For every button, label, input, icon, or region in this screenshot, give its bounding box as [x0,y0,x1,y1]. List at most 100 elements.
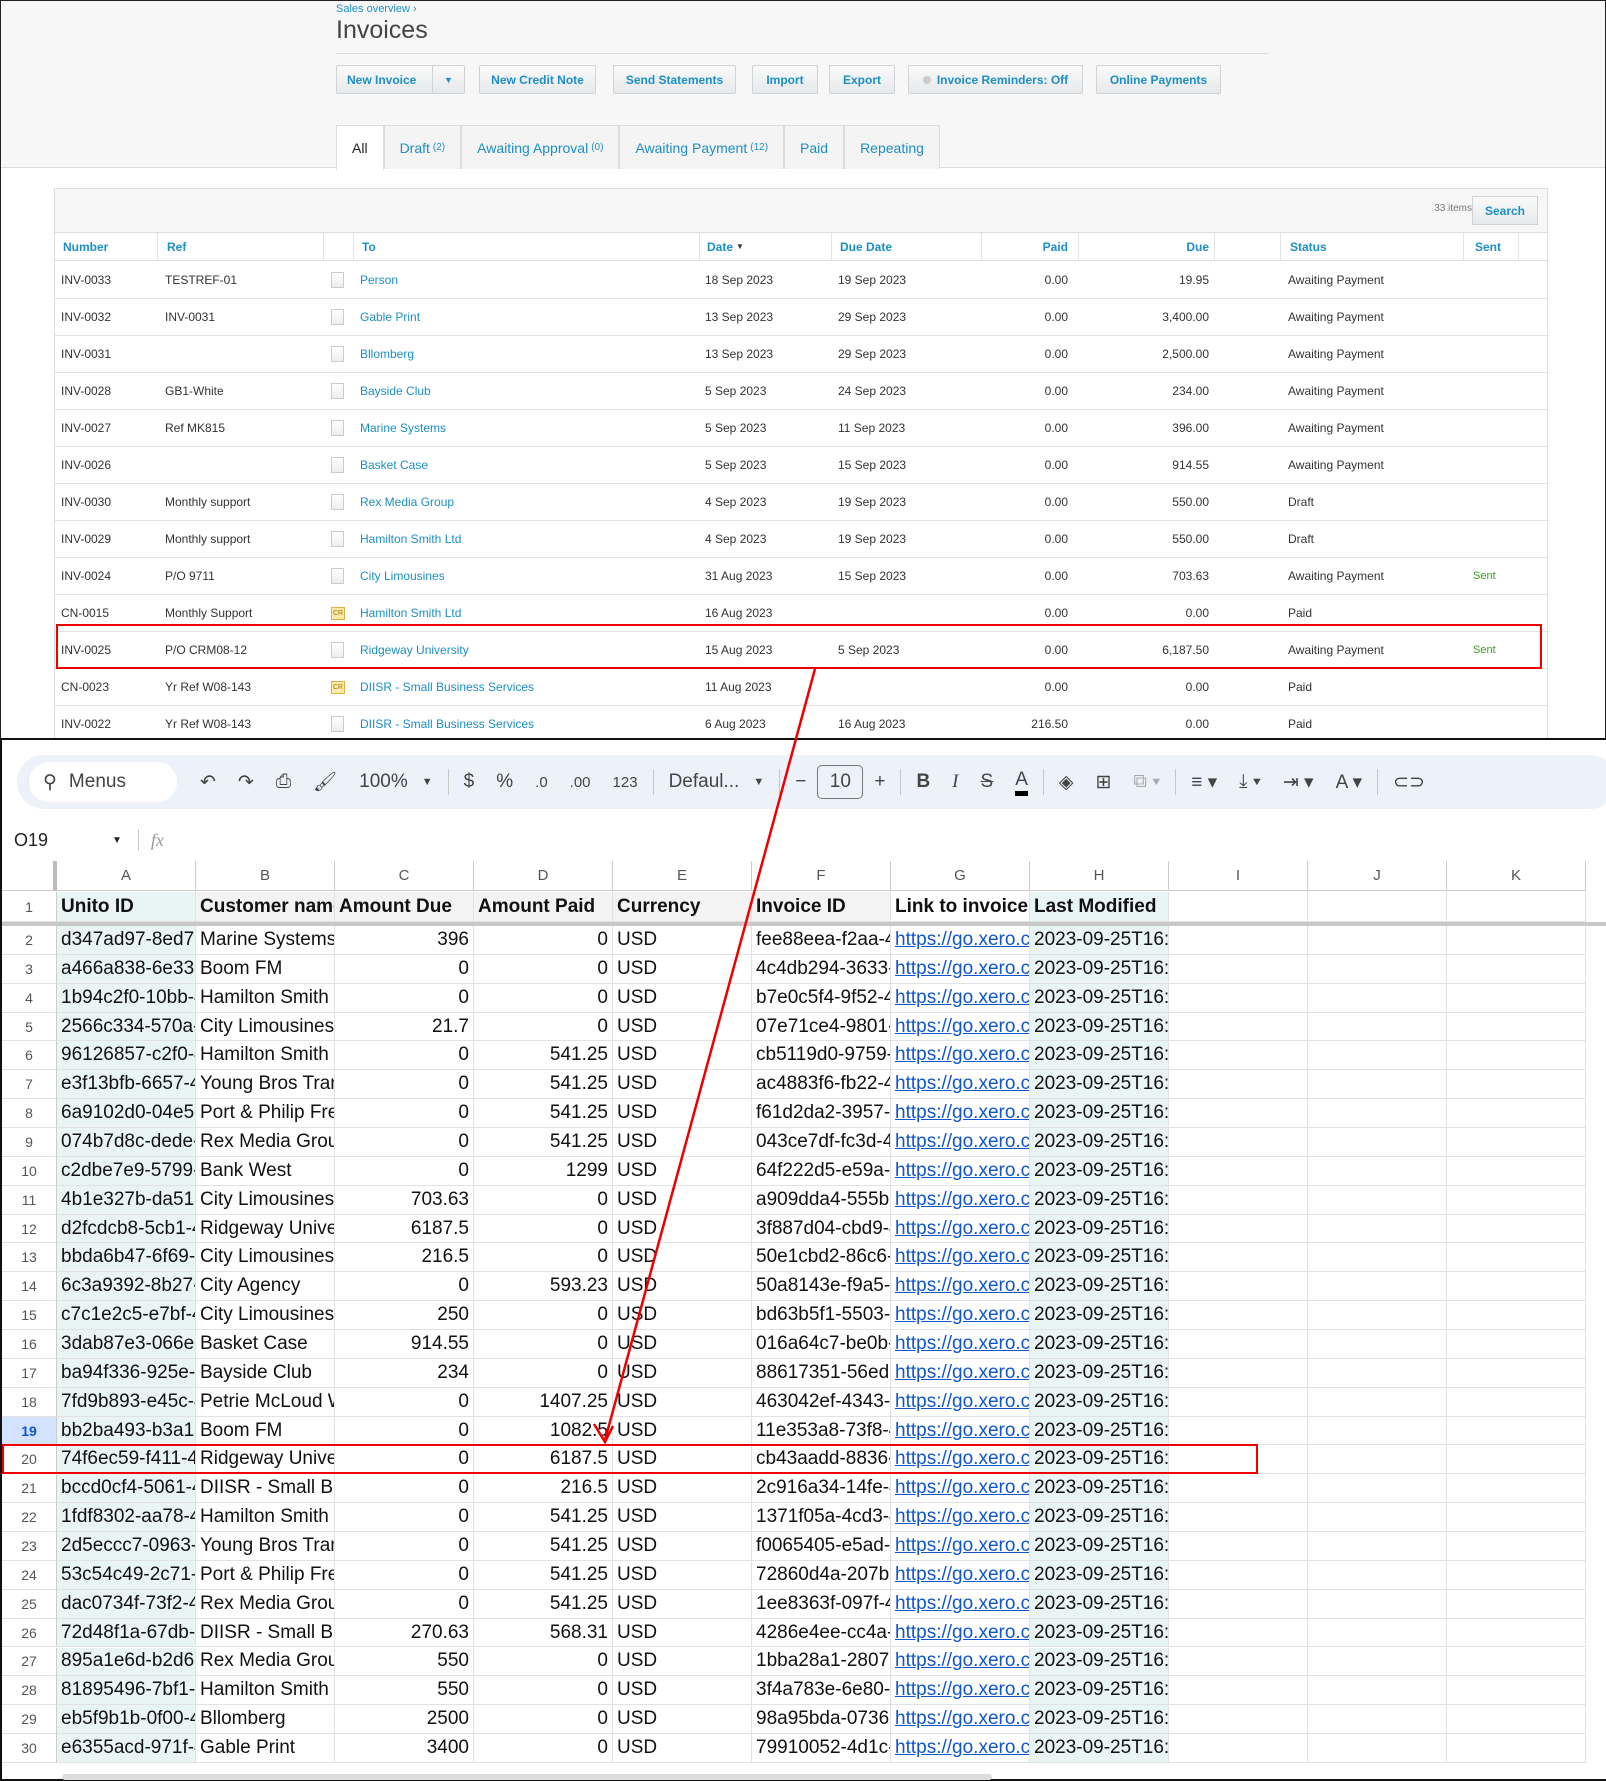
cell[interactable]: 2023-09-25T16:27:47.489Z [1030,1243,1169,1273]
empty-cell[interactable] [1308,1560,1447,1590]
row-header[interactable]: 22 [2,1503,57,1533]
cell[interactable]: Port & Philip Fre [196,1099,335,1129]
align-icon[interactable]: ≡ ▾ [1191,771,1218,793]
col-paid[interactable]: Paid [1042,239,1068,254]
cell[interactable]: 3f887d04-cbd9-4 [752,1214,891,1244]
cell-to[interactable]: Ridgeway University [360,643,469,657]
tab-paid[interactable]: Paid [784,125,845,169]
cell[interactable]: bbda6b47-6f69-4 [57,1243,196,1273]
tab-awaiting-payment[interactable]: Awaiting Payment (12) [619,125,785,169]
empty-cell[interactable] [1447,1387,1586,1417]
table-row[interactable]: INV-0031 Bllomberg 13 Sep 2023 29 Sep 2023 0… [55,336,1549,373]
empty-cell[interactable] [1308,1041,1447,1071]
select-all-corner[interactable] [2,861,57,891]
cell[interactable]: 96126857-c2f0-4 [57,1041,196,1071]
italic-icon[interactable]: I [952,771,959,792]
empty-cell[interactable] [1447,1734,1586,1763]
percent-format-button[interactable]: % [496,771,514,792]
empty-cell[interactable] [1447,1128,1586,1157]
empty-cell[interactable] [1447,1589,1586,1619]
cell[interactable]: Basket Case [196,1330,335,1359]
cell[interactable]: USD [613,1387,752,1417]
empty-cell[interactable] [1169,1358,1308,1388]
cell[interactable]: 0 [474,983,613,1013]
empty-cell[interactable] [1308,1589,1447,1619]
cell[interactable]: USD [613,1128,752,1157]
cell[interactable]: 895a1e6d-b2d6- [57,1647,196,1677]
header-cell[interactable]: Amount Due [335,892,474,922]
empty-cell[interactable] [1308,1156,1447,1186]
empty-cell[interactable] [1308,954,1447,984]
cell-to[interactable]: Rex Media Group [360,495,455,509]
cell[interactable]: USD [613,926,752,955]
col-date[interactable]: Date ▼ [707,233,744,260]
cell-number[interactable]: INV-0027 [61,421,112,435]
cell-number[interactable]: INV-0028 [61,384,112,398]
empty-cell[interactable] [1447,1243,1586,1273]
cell[interactable]: 0 [335,1532,474,1561]
cell[interactable]: USD [613,1272,752,1302]
table-row[interactable]: INV-0032 INV-0031 Gable Print 13 Sep 2023 29… [55,299,1549,336]
header-cell[interactable]: Last Modified [1030,892,1169,922]
empty-cell[interactable] [1308,983,1447,1013]
cell[interactable]: 2d5eccc7-0963- [57,1532,196,1561]
font-size-input[interactable]: 10 [817,765,864,799]
empty-cell[interactable] [1447,1330,1586,1359]
breadcrumb[interactable]: Sales overview › [336,3,417,15]
cell[interactable]: 50a8143e-f9a5-4 [752,1272,891,1302]
column-header[interactable]: C [335,861,474,891]
cell[interactable]: 0 [335,1099,474,1129]
cell[interactable]: 0 [335,1272,474,1302]
empty-cell[interactable] [1308,892,1447,922]
cell[interactable]: 2023-09-25T16:26:24.243Z [1030,1156,1169,1186]
header-cell[interactable]: Currency [613,892,752,922]
empty-cell[interactable] [1169,1532,1308,1561]
cell[interactable]: USD [613,1474,752,1504]
empty-cell[interactable] [1169,1676,1308,1706]
cell-to[interactable]: Bayside Club [360,384,431,398]
cell[interactable]: https://go.xero.c [891,1532,1030,1561]
cell[interactable]: Hamilton Smith L [196,1676,335,1706]
cell[interactable]: USD [613,1070,752,1100]
cell[interactable]: Young Bros Tran [196,1070,335,1100]
table-row[interactable]: INV-0024 P/O 9711 City Limousines 31 Aug 20… [55,558,1549,595]
cell[interactable]: City Agency [196,1272,335,1302]
cell[interactable]: 3dab87e3-066e- [57,1330,196,1359]
cell[interactable]: 541.25 [474,1099,613,1129]
cell[interactable]: USD [613,1589,752,1619]
cell[interactable]: 2c916a34-14fe-4 [752,1474,891,1504]
header-cell[interactable]: Unito ID [57,892,196,922]
empty-cell[interactable] [1308,1358,1447,1388]
cell[interactable]: 0 [474,1358,613,1388]
cell[interactable]: 2023-09-25T16:25:47.743Z [1030,954,1169,984]
cell-number[interactable]: CN-0023 [61,680,110,694]
zoom-select[interactable]: 100% ▼ [359,771,433,793]
cell-to[interactable]: Gable Print [360,310,421,324]
empty-cell[interactable] [1169,1647,1308,1677]
cell[interactable]: https://go.xero.c [891,1734,1030,1763]
cell[interactable]: 234 [335,1358,474,1388]
col-number[interactable]: Number [63,239,109,254]
empty-cell[interactable] [1169,1099,1308,1129]
row-header[interactable]: 20 [2,1445,57,1475]
cell-to[interactable]: City Limousines [360,569,445,583]
cell[interactable]: 568.31 [474,1618,613,1648]
cell-to[interactable]: Hamilton Smith Ltd [360,532,462,546]
cell[interactable]: USD [613,1156,752,1186]
cell[interactable]: 1371f05a-4cd3-4 [752,1503,891,1533]
cell[interactable]: https://go.xero.c [891,926,1030,955]
table-row[interactable]: INV-0027 Ref MK815 Marine Systems 5 Sep 202… [55,410,1549,447]
cell[interactable]: e3f13bfb-6657-4 [57,1070,196,1100]
cell[interactable]: 0 [474,926,613,955]
empty-cell[interactable] [1169,1618,1308,1648]
cell[interactable]: c7c1e2c5-e7bf-4 [57,1301,196,1331]
cell[interactable]: USD [613,1185,752,1215]
cell[interactable]: 81895496-7bf1-4 [57,1676,196,1706]
empty-cell[interactable] [1308,1676,1447,1706]
cell[interactable]: 3400 [335,1734,474,1763]
empty-cell[interactable] [1308,1330,1447,1359]
row-header[interactable]: 4 [2,983,57,1013]
bold-icon[interactable]: B [916,771,931,792]
empty-cell[interactable] [1169,1041,1308,1071]
column-header[interactable]: J [1308,861,1447,891]
